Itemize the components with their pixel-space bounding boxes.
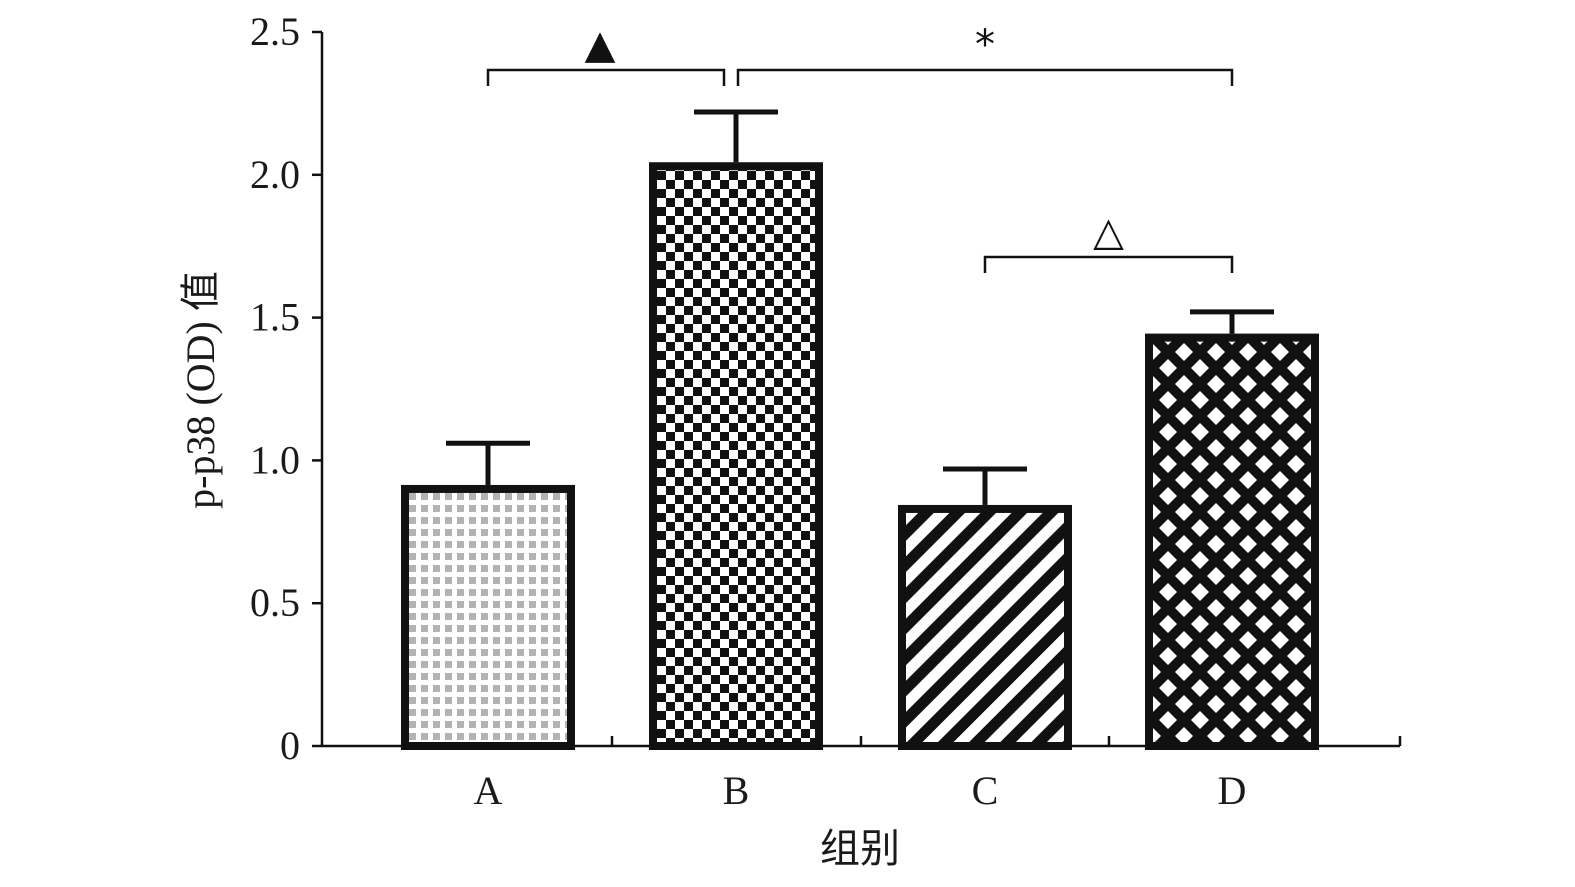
y-axis: 0 0.5 1.0 1.5 2.0 2.5 — [250, 9, 324, 768]
y-axis-title: p-p38 (OD) 值 — [178, 271, 223, 509]
y-tick-label: 0.5 — [250, 580, 300, 625]
bracket-line — [486, 68, 726, 86]
significance-mark: △ — [1093, 209, 1124, 255]
significance-bracket-c-d: △ — [983, 209, 1234, 273]
bar-d — [1145, 333, 1319, 750]
bars — [401, 162, 1319, 750]
x-tick-label-d: D — [1218, 768, 1247, 813]
y-tick-label: 0 — [280, 723, 300, 768]
x-tick-label-a: A — [474, 768, 503, 813]
y-tick-label: 2.0 — [250, 152, 300, 197]
bar-a — [401, 484, 575, 750]
x-tick-label-b: B — [723, 768, 750, 813]
significance-bracket-b-d: * — [736, 22, 1234, 86]
bar-b — [649, 162, 823, 750]
x-tick-label-c: C — [972, 768, 999, 813]
significance-mark: * — [975, 22, 995, 68]
significance-mark: ▲ — [585, 22, 616, 68]
significance-bracket-a-b: ▲ — [486, 22, 726, 86]
error-bars — [446, 109, 1274, 505]
bracket-line — [983, 255, 1234, 273]
y-tick-label: 1.0 — [250, 437, 300, 482]
x-axis-title: 组别 — [820, 826, 900, 871]
y-tick-label: 2.5 — [250, 9, 300, 54]
bracket-line — [736, 68, 1234, 86]
y-tick-label: 1.5 — [250, 295, 300, 340]
bar-c — [898, 504, 1072, 750]
significance-brackets: ▲ * △ — [486, 22, 1234, 273]
